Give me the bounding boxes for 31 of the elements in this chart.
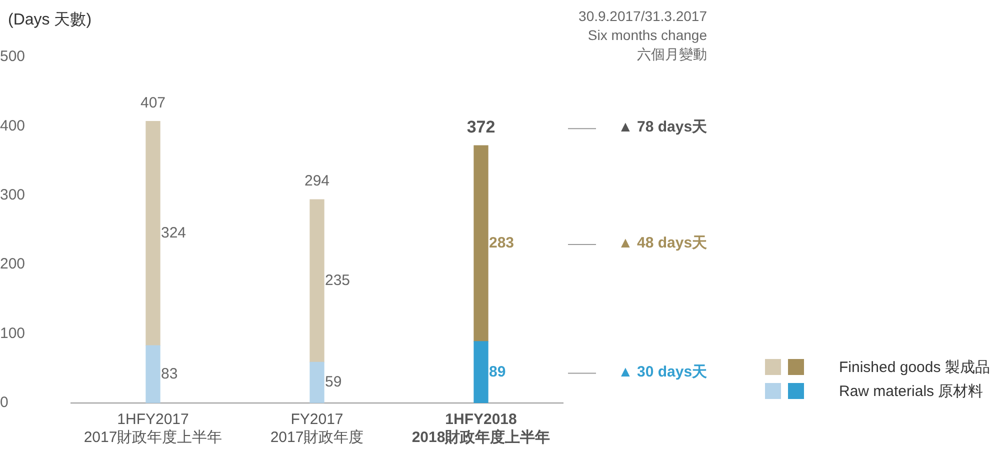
total-label: 372 [466,117,496,136]
text: ▲ 78 days天 [618,118,708,136]
bar [310,362,324,403]
y-tick-label: 200 [0,256,26,273]
bar [474,341,488,403]
text: ▲ 30 days天 [618,363,708,380]
legend-label: Raw materials 原材料 [839,382,984,400]
x-tick-label: 1HFY2018 2018財政年度上半年 [412,411,550,446]
x-tick-label: 1HFY2017 2017財政年度上半年 [84,411,222,446]
bar [146,121,160,346]
data-label: 89 [489,363,506,380]
legend-label: Finished goods 製成品 [839,358,990,376]
total-label: 294 [304,172,330,190]
data-label: 83 [161,365,178,382]
bar [310,199,324,362]
y-tick-label: 300 [0,186,26,204]
data-label: 235 [325,272,350,290]
data-label: 283 [489,234,514,252]
text: 30.9.2017/31.3.2017 Six months change 六個月變動 [578,8,708,62]
total-label: 407 [140,94,166,112]
bar [474,145,488,342]
data-label: 324 [161,224,186,242]
text: ▲ 48 days天 [618,234,708,252]
y-tick-label: 0 [0,394,8,412]
data-label: 59 [325,374,342,391]
y-axis-title: (Days 天數) [8,11,92,28]
x-tick-label: FY2017 2017財政年度 [270,411,364,446]
y-tick-label: 500 [0,48,26,66]
y-tick-label: 400 [0,117,26,134]
bar [146,345,160,403]
y-tick-label: 100 [0,324,26,342]
